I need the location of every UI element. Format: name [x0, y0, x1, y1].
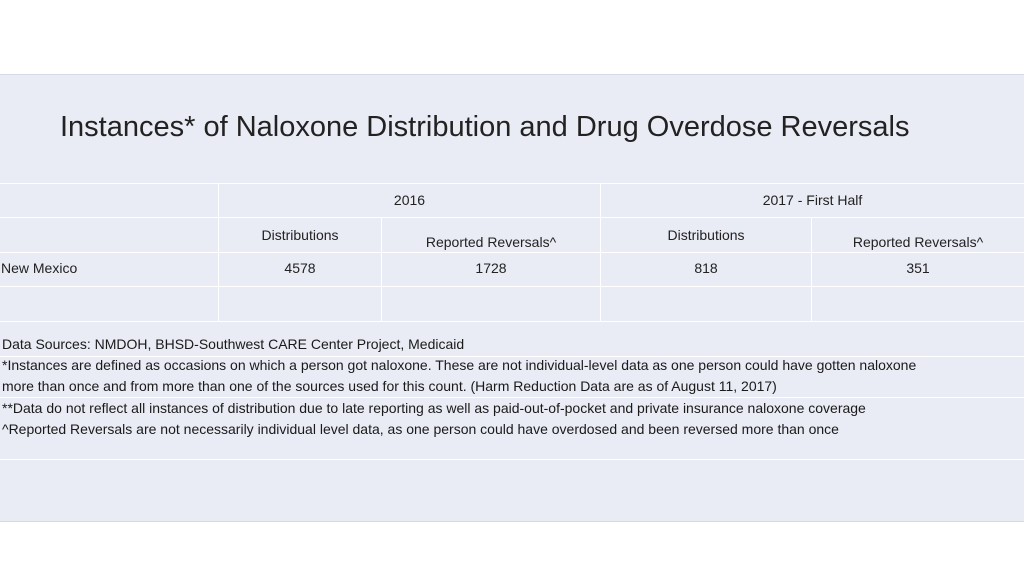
- empty-cell: [812, 286, 1024, 321]
- divider: [0, 459, 1024, 460]
- cell-value: 351: [906, 260, 930, 276]
- divider: [0, 397, 1024, 398]
- subheader-2017-reversals: Reported Reversals^: [812, 217, 1024, 252]
- title-row: Instances* of Naloxone Distribution and …: [0, 75, 1024, 184]
- empty-cell: [382, 286, 601, 321]
- cell-2017-distributions: 818: [601, 252, 812, 286]
- cell-2017-reversals: 351: [812, 252, 1024, 286]
- period-label-2017: 2017 - First Half: [762, 192, 863, 208]
- empty-cell: [0, 286, 219, 321]
- table-row: New Mexico 4578 1728 818 351: [0, 252, 1024, 287]
- cell-value: 4578: [284, 260, 316, 276]
- instances-footnote: *Instances are defined as occasions on w…: [2, 357, 917, 373]
- empty-header-cell: [0, 183, 219, 217]
- subheader-label: Reported Reversals^: [425, 234, 557, 250]
- page-title: Instances* of Naloxone Distribution and …: [60, 111, 910, 143]
- subheader-2016-reversals: Reported Reversals^: [382, 217, 601, 252]
- empty-subheader-cell: [0, 217, 219, 252]
- subheader-label: Reported Reversals^: [852, 234, 984, 250]
- cell-value: 818: [694, 260, 718, 276]
- data-table: Instances* of Naloxone Distribution and …: [0, 74, 1024, 522]
- header-cell-2016: 2016: [219, 183, 601, 217]
- subheader-label: Distributions: [667, 227, 745, 243]
- cell-2016-reversals: 1728: [382, 252, 601, 286]
- header-cell-2017: 2017 - First Half: [601, 183, 1024, 217]
- data-sources-note: Data Sources: NMDOH, BHSD-Southwest CARE…: [2, 336, 465, 352]
- subheader-label: Distributions: [261, 227, 339, 243]
- period-header-row: 2016 2017 - First Half: [0, 183, 1024, 218]
- cell-value: 1728: [475, 260, 507, 276]
- reversals-footnote: ^Reported Reversals are not necessarily …: [2, 421, 839, 437]
- empty-cell: [601, 286, 812, 321]
- cell-2016-distributions: 4578: [219, 252, 382, 286]
- subheader-2016-distributions: Distributions: [219, 217, 382, 252]
- empty-cell: [219, 286, 382, 321]
- sub-header-row: Distributions Reported Reversals^ Distri…: [0, 217, 1024, 253]
- subheader-2017-distributions: Distributions: [601, 217, 812, 252]
- row-label-cell: New Mexico: [0, 252, 219, 286]
- data-footnote: **Data do not reflect all instances of d…: [2, 400, 866, 416]
- divider: [0, 356, 1024, 357]
- empty-row: [0, 286, 1024, 322]
- row-label: New Mexico: [1, 260, 78, 276]
- period-label-2016: 2016: [393, 192, 426, 208]
- instances-footnote-continued: more than once and from more than one of…: [2, 378, 777, 394]
